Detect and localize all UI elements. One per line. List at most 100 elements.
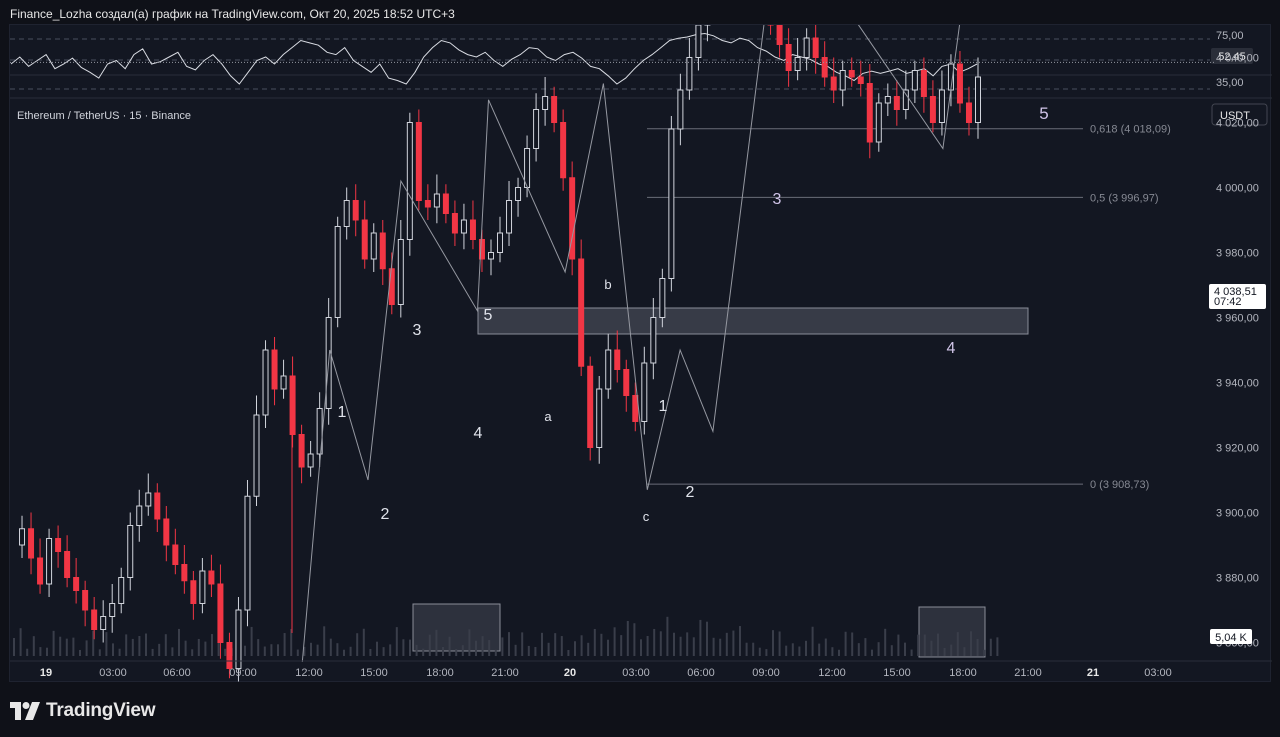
candle-body (352, 200, 359, 221)
candle-body (226, 642, 233, 669)
volume-bar (475, 640, 477, 656)
volume-bar (976, 638, 979, 656)
volume-bar (26, 648, 29, 656)
volume-bar (244, 645, 246, 656)
candle-body (307, 453, 314, 468)
volume-bar (943, 647, 946, 656)
volume-bar (613, 627, 616, 656)
volume-bar (217, 630, 220, 656)
chart-canvas[interactable]: 75,00 35,00 52,45 Ethereum / TetherUS · 15 … (10, 0, 1272, 721)
candle-body (73, 577, 80, 591)
time-axis-label: 21:00 (491, 667, 519, 679)
chart-frame[interactable]: 75,00 35,00 52,45 Ethereum / TetherUS · 15 … (9, 0, 1272, 721)
price-axis-label: 4 000,00 (1216, 183, 1259, 195)
volume-bar (316, 644, 319, 656)
volume-bar (547, 642, 550, 656)
wave-label: 2 (381, 506, 390, 523)
volume-bar (72, 637, 75, 656)
candle-body (506, 200, 513, 234)
volume-bar (323, 626, 326, 656)
volume-bar (52, 630, 55, 656)
rsi-line (10, 32, 978, 85)
volume-bar (422, 648, 425, 656)
volume-bar (468, 629, 471, 656)
wave-label: 3 (773, 191, 782, 208)
candle-body (497, 232, 504, 253)
volume-zone-box (412, 603, 501, 652)
volume-bar (527, 645, 530, 656)
volume-bar (844, 631, 847, 656)
volume-bar (283, 633, 286, 656)
volume-bar (171, 647, 174, 656)
volume-bar (791, 643, 794, 656)
volume-bar (395, 627, 398, 656)
volume-bar (112, 643, 114, 656)
volume-bar (224, 648, 227, 656)
volume-bar (950, 644, 953, 656)
candle-body (803, 37, 810, 58)
volume-bar (712, 637, 715, 656)
volume-bar (32, 636, 35, 656)
time-axis-label: 18:00 (426, 667, 454, 679)
price-axis-label: 3 960,00 (1216, 313, 1259, 325)
volume-bar (772, 630, 774, 656)
rsi-current-badge (1211, 48, 1253, 64)
volume-bar (79, 649, 81, 656)
zone-box (477, 307, 1029, 335)
wave-label: 1 (659, 398, 668, 415)
volume-bar (659, 631, 662, 656)
volume-bar (725, 632, 728, 656)
time-axis-label: 15:00 (360, 667, 388, 679)
candle-body (55, 538, 62, 552)
volume-bar (758, 647, 761, 656)
price-axis-label: 3 940,00 (1216, 378, 1259, 390)
price-axis-label: 3 900,00 (1216, 508, 1259, 520)
candle-body (379, 232, 386, 270)
time-axis-label: 03:00 (1144, 667, 1172, 679)
candle-body (515, 187, 522, 201)
candle-body (478, 239, 485, 260)
volume-bar (501, 637, 504, 656)
volume-bar (937, 633, 939, 656)
tradingview-logo[interactable]: TradingView (10, 700, 156, 722)
volume-bar (151, 648, 154, 656)
volume-bar (910, 649, 913, 656)
time-axis-label: 20 (564, 667, 576, 679)
candle-body (397, 239, 404, 305)
volume-bar (145, 633, 147, 656)
volume-bar (92, 630, 95, 656)
candle-body (686, 57, 693, 91)
candle-body (929, 96, 936, 123)
candle-body (190, 580, 197, 604)
rsi-current-value: 52,45 (1218, 51, 1246, 63)
wave-label: b (604, 277, 611, 292)
candle-body (361, 219, 368, 260)
volume-bar (633, 623, 636, 656)
volume-bar (805, 640, 807, 656)
candle-body (442, 193, 449, 214)
volume-bar (587, 642, 590, 656)
candle-body (28, 528, 35, 559)
candle-body (208, 570, 215, 585)
candle-body (253, 414, 260, 497)
volume-bar (158, 643, 161, 656)
time-axis-label: 18:00 (949, 667, 977, 679)
volume-bar (19, 628, 22, 656)
volume-bar (164, 634, 167, 656)
time-axis-label: 09:00 (229, 667, 257, 679)
candle-body (776, 24, 783, 45)
volume-bar (488, 640, 491, 656)
elliott-wave-path (301, 0, 964, 663)
candle-body (893, 96, 900, 110)
volume-bar (85, 640, 88, 656)
candle-body (569, 177, 576, 260)
candle-body (578, 258, 585, 367)
candle-body (424, 200, 431, 208)
candle-body (199, 570, 206, 604)
volume-bar (864, 638, 867, 656)
wave-label: 5 (484, 307, 493, 324)
volume-bar (290, 628, 293, 656)
volume-bar (917, 634, 920, 656)
volume-bar (508, 632, 510, 656)
candle-body (19, 528, 26, 546)
